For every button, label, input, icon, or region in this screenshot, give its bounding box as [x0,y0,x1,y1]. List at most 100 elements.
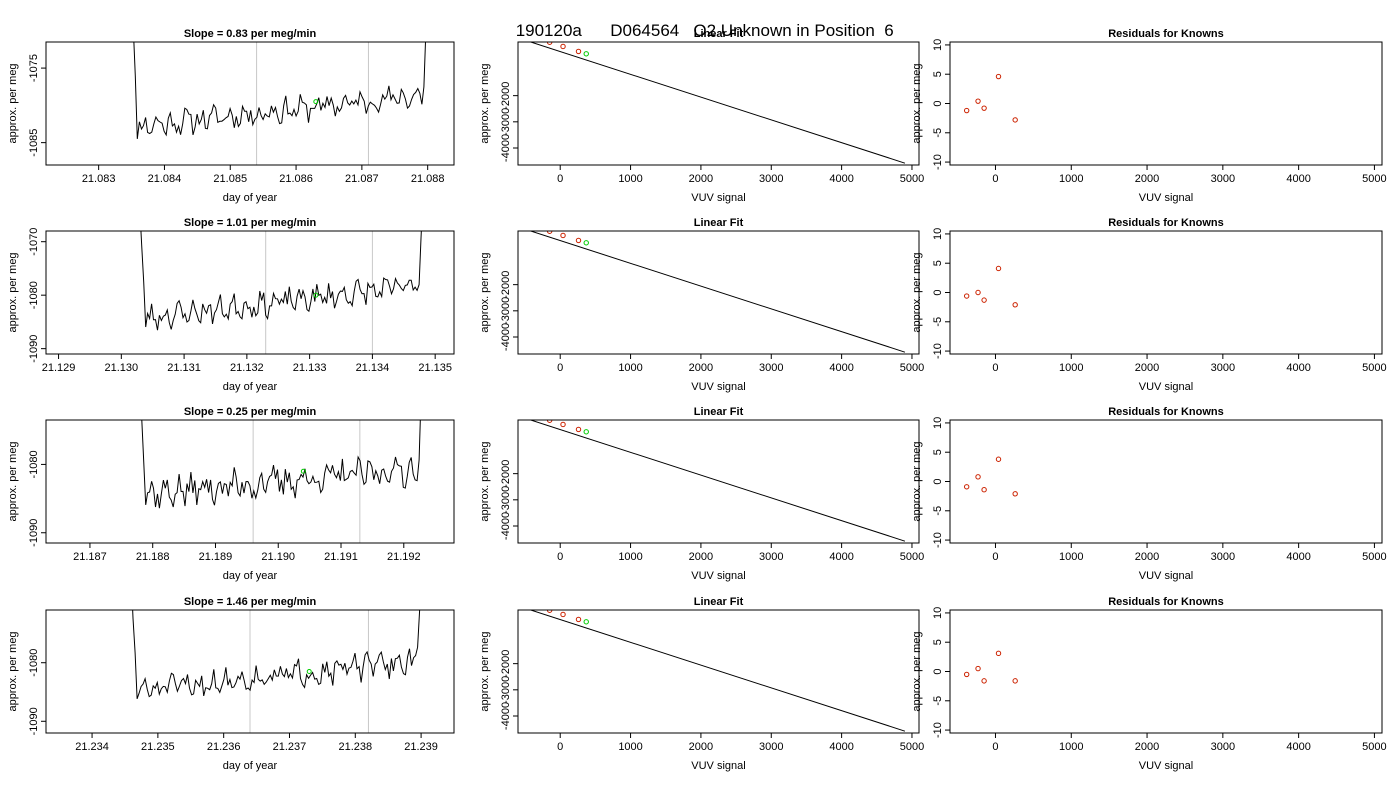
signal-trace [132,610,421,699]
known-point [560,232,566,239]
x-tick-label: 4000 [1286,362,1310,374]
residual-point [1012,117,1018,123]
x-tick-label: 5000 [1362,741,1386,753]
x-tick-label: 0 [992,741,998,753]
panel-title: Linear Fit [694,406,744,418]
x-tick-label: 4000 [829,741,853,753]
x-tick-label: 21.236 [207,741,241,753]
x-tick-label: 0 [557,173,563,185]
y-tick-label: 5 [932,639,944,645]
x-tick-label: 1000 [618,173,642,185]
known-point [560,611,566,618]
plot-area [963,265,1018,308]
plot-area [140,231,422,354]
x-tick-label: 21.134 [356,362,390,374]
known-point [531,603,535,607]
plot-frame [517,609,920,734]
known-point [543,42,545,43]
panel-title: Residuals for Knowns [1108,406,1224,418]
y-tick-label: -1080 [28,281,40,309]
panel-residuals-row-1: Residuals for Knowns 0 1000 2000 3000 4000 500… [911,28,1387,204]
plot-frame [949,41,1383,166]
residual-point [963,484,970,490]
known-point [575,237,582,244]
panel-linear-fit-row-2: Linear Fit 0 1000 2000 3000 4000 5000 VUV signa… [479,217,924,393]
plot-area [529,224,906,353]
x-tick-label: 1000 [1059,741,1083,753]
y-tick-label: -10 [932,343,944,359]
residual-point [981,297,987,303]
residual-point [963,293,970,299]
panel-title: Residuals for Knowns [1108,596,1224,608]
residual-point [995,650,1002,657]
known-point [543,610,545,611]
known-point [531,35,535,39]
figure-title: 190120a D064564 O2 Unknown in Position 6 [0,1,1400,41]
y-axis-label: approx. per meg [479,63,491,143]
panel-title: Slope = 0.83 per meg/min [184,28,317,40]
y-tick-label: 0 [932,100,944,106]
y-tick-label: 5 [932,449,944,455]
y-tick-label: 10 [932,39,944,51]
x-axis-label: VUV signal [1139,570,1193,582]
residual-point [975,474,981,480]
y-tick-label: -5 [932,506,944,516]
x-axis-label: day of year [223,570,278,582]
y-tick-label: 0 [932,289,944,295]
y-tick-label: -5 [932,696,944,706]
x-tick-label: 2000 [689,741,713,753]
x-tick-label: 2000 [689,173,713,185]
y-axis-label: approx. per meg [911,63,923,143]
residual-point [975,665,981,672]
x-tick-label: 21.084 [148,173,182,185]
x-axis-label: VUV signal [1139,381,1193,393]
x-tick-label: 21.083 [82,173,116,185]
y-axis-label: approx. per meg [479,252,491,332]
x-tick-label: 1000 [1059,551,1083,563]
x-tick-label: 21.130 [104,362,138,374]
x-tick-label: 4000 [1286,173,1310,185]
x-tick-label: 0 [992,551,998,563]
known-point [575,616,582,623]
plot-frame [45,230,455,355]
panel-title: Slope = 1.46 per meg/min [184,596,317,608]
plot-frame [517,419,920,544]
y-tick-label: 0 [932,478,944,484]
x-tick-label: 1000 [1059,173,1083,185]
y-axis-label: approx. per meg [7,63,19,143]
known-point [531,224,535,228]
y-tick-label: -4000 [500,134,512,162]
known-point [543,231,545,232]
y-tick-label: 5 [932,71,944,77]
x-tick-label: 21.191 [324,551,358,563]
x-tick-label: 21.131 [167,362,201,374]
y-tick-label: -1085 [28,129,40,157]
y-tick-label: -3000 [500,297,512,325]
y-axis-label: approx. per meg [7,441,19,521]
x-tick-label: 4000 [1286,551,1310,563]
fit-line [529,610,906,732]
plot-frame [45,41,455,166]
panel-title: Residuals for Knowns [1108,217,1224,229]
y-tick-label: -3000 [500,676,512,704]
x-tick-label: 21.190 [261,551,295,563]
y-tick-label: -2000 [500,82,512,110]
fit-line [529,231,906,353]
x-tick-label: 3000 [1211,741,1235,753]
y-tick-label: -10 [932,532,944,548]
residual-point [1012,491,1018,497]
residual-point [975,98,981,104]
x-tick-label: 5000 [900,551,924,563]
y-tick-label: 5 [932,260,944,266]
x-tick-label: 1000 [618,741,642,753]
y-tick-label: 10 [932,607,944,619]
y-tick-label: -3000 [500,108,512,136]
plot-frame [949,609,1383,734]
y-tick-label: -4000 [500,702,512,730]
y-tick-label: -4000 [500,512,512,540]
unknown-point [306,669,312,674]
y-tick-label: -2000 [500,271,512,299]
x-tick-label: 5000 [1362,173,1386,185]
panel-title: Slope = 1.01 per meg/min [184,217,317,229]
